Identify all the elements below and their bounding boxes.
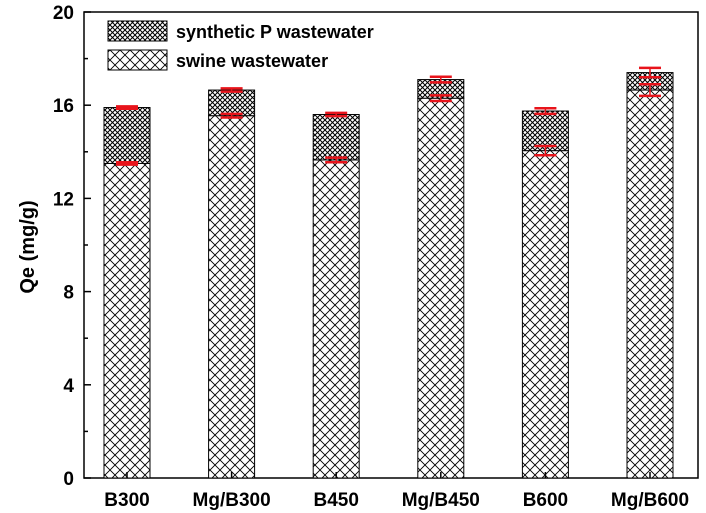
error-bar-swine-5 [639,82,661,98]
x-tick-label-2: B450 [313,490,358,511]
error-bar-swine-1 [220,112,243,119]
legend-label-synthetic: synthetic P wastewater [176,22,374,42]
y-tick-label-4: 4 [63,376,74,397]
error-bar-synthetic-0 [116,105,138,110]
plot-area [83,11,699,479]
error-bar-synthetic-2 [325,111,348,118]
legend-label-swine: swine wastewater [176,51,328,71]
x-tick-label-3: Mg/B450 [402,490,480,511]
error-bar-synthetic-3 [429,75,452,84]
x-tick-label-0: B300 [104,490,149,511]
bar-swine-5 [626,89,674,479]
bar-synthetic-2 [312,114,360,161]
y-tick-label-0: 0 [63,469,74,490]
bar-swine-0 [103,162,151,479]
bar-swine-3 [417,97,465,479]
y-axis-label: Qe (mg/g) [17,200,39,293]
error-bar-swine-3 [429,94,452,103]
x-tick-label-5: Mg/B600 [611,490,689,511]
error-bar-synthetic-5 [639,66,661,79]
bar-swine-2 [312,159,360,479]
error-bar-swine-0 [116,161,138,166]
y-tick-label-8: 8 [63,283,74,304]
bar-synthetic-1 [208,89,256,117]
error-bar-swine-4 [534,144,557,157]
bar-swine-1 [208,115,256,479]
bar-synthetic-0 [103,107,151,164]
legend-swatch-swine [107,49,168,71]
y-tick-label-12: 12 [53,189,74,210]
bars-layer [103,72,674,479]
y-tick-label-16: 16 [53,96,74,117]
plot-frame [83,11,699,479]
legend: synthetic P wastewater swine wastewater [107,20,374,71]
error-bar-synthetic-1 [220,87,243,93]
y-tick-label-20: 20 [53,3,74,24]
legend-swatch-synthetic [107,20,168,42]
x-tick-label-4: B600 [523,490,568,511]
bar-synthetic-4 [521,110,569,152]
x-axis: B300 Mg/B300 B450 Mg/B450 B600 Mg/B600 [104,472,689,511]
bar-swine-4 [521,150,569,479]
error-bar-swine-2 [325,156,348,164]
x-tick-label-1: Mg/B300 [193,490,271,511]
error-bar-synthetic-4 [534,106,557,116]
y-axis: 0 4 8 12 16 20 [53,3,91,490]
error-bars-layer [116,66,661,166]
